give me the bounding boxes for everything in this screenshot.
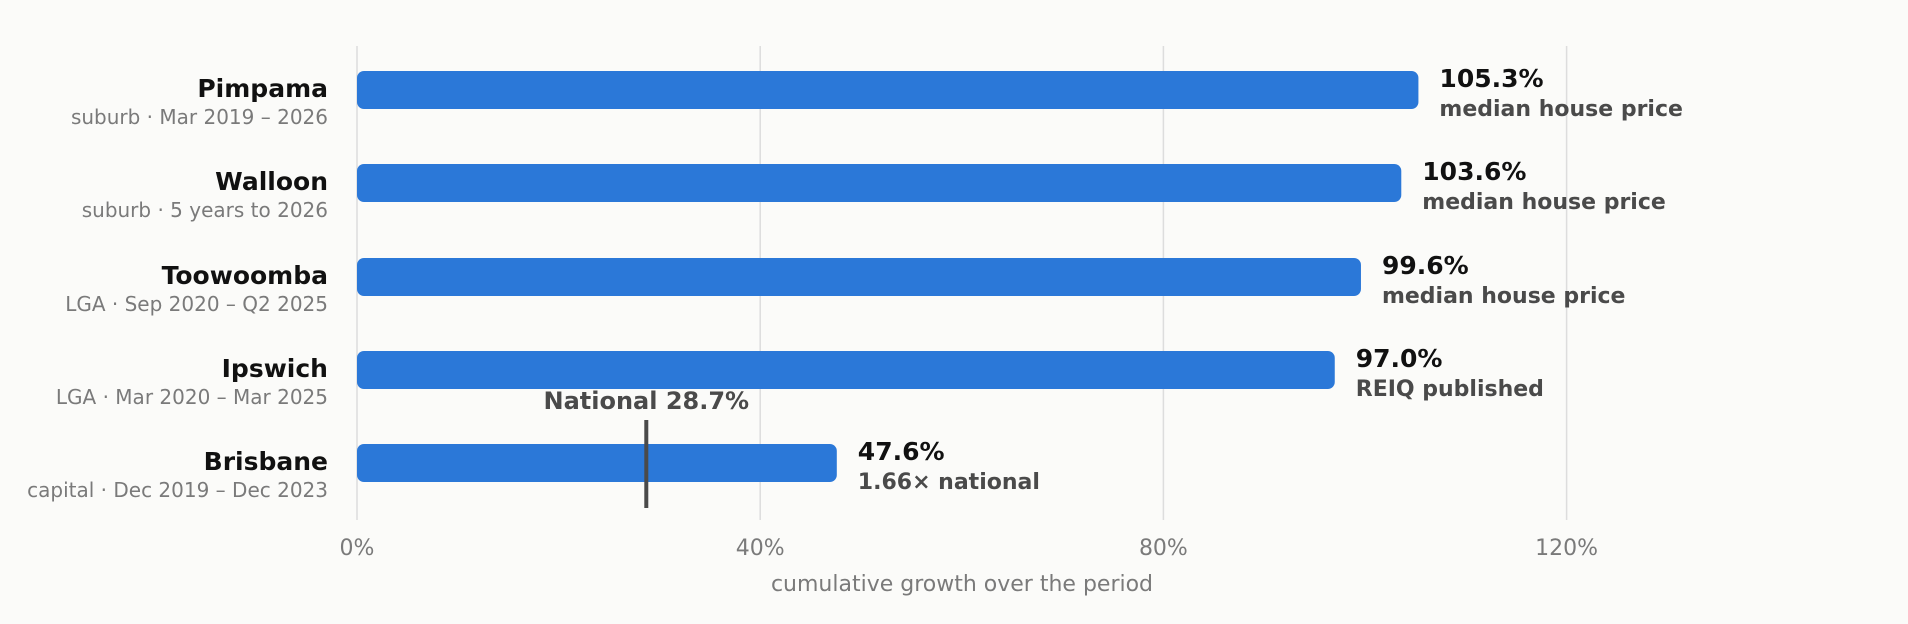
value-label: 105.3%	[1439, 64, 1543, 93]
bar-ipswich	[357, 351, 1335, 389]
value-note: REIQ published	[1356, 377, 1544, 402]
x-axis: 0% 40% 80% 120% cumulative growth over the p…	[340, 536, 1599, 597]
bar-brisbane	[357, 444, 837, 482]
x-axis-title: cumulative growth over the period	[771, 572, 1153, 597]
x-tick-label: 120%	[1535, 536, 1598, 561]
category-label: Toowoomba	[162, 261, 328, 290]
bar-pimpama	[357, 71, 1419, 109]
category-label: Pimpama	[197, 74, 328, 103]
category-subtitle: LGA · Sep 2020 – Q2 2025	[65, 292, 328, 316]
category-subtitle: LGA · Mar 2020 – Mar 2025	[56, 385, 328, 409]
value-note: median house price	[1439, 97, 1683, 122]
category-label: Walloon	[215, 167, 328, 196]
category-subtitle: suburb · 5 years to 2026	[82, 198, 328, 222]
reference-line-group: National 28.7%	[543, 387, 749, 508]
value-note: 1.66× national	[858, 470, 1040, 495]
x-tick-label: 40%	[736, 536, 785, 561]
x-tick-label: 0%	[340, 536, 375, 561]
bar-walloon	[357, 164, 1402, 202]
x-tick-label: 80%	[1139, 536, 1188, 561]
value-label: 97.0%	[1356, 344, 1443, 373]
value-note: median house price	[1422, 190, 1666, 215]
category-label: Brisbane	[204, 447, 328, 476]
category-label: Ipswich	[222, 354, 328, 383]
category-subtitle: suburb · Mar 2019 – 2026	[71, 105, 328, 129]
category-subtitle: capital · Dec 2019 – Dec 2023	[27, 478, 328, 502]
value-note: median house price	[1382, 284, 1626, 309]
value-label: 47.6%	[858, 437, 945, 466]
value-label: 103.6%	[1422, 157, 1526, 186]
national-reference-label: National 28.7%	[543, 387, 749, 415]
value-label: 99.6%	[1382, 251, 1469, 280]
bars: 105.3% median house price 103.6% median hou…	[357, 64, 1683, 495]
bar-toowoomba	[357, 258, 1361, 296]
